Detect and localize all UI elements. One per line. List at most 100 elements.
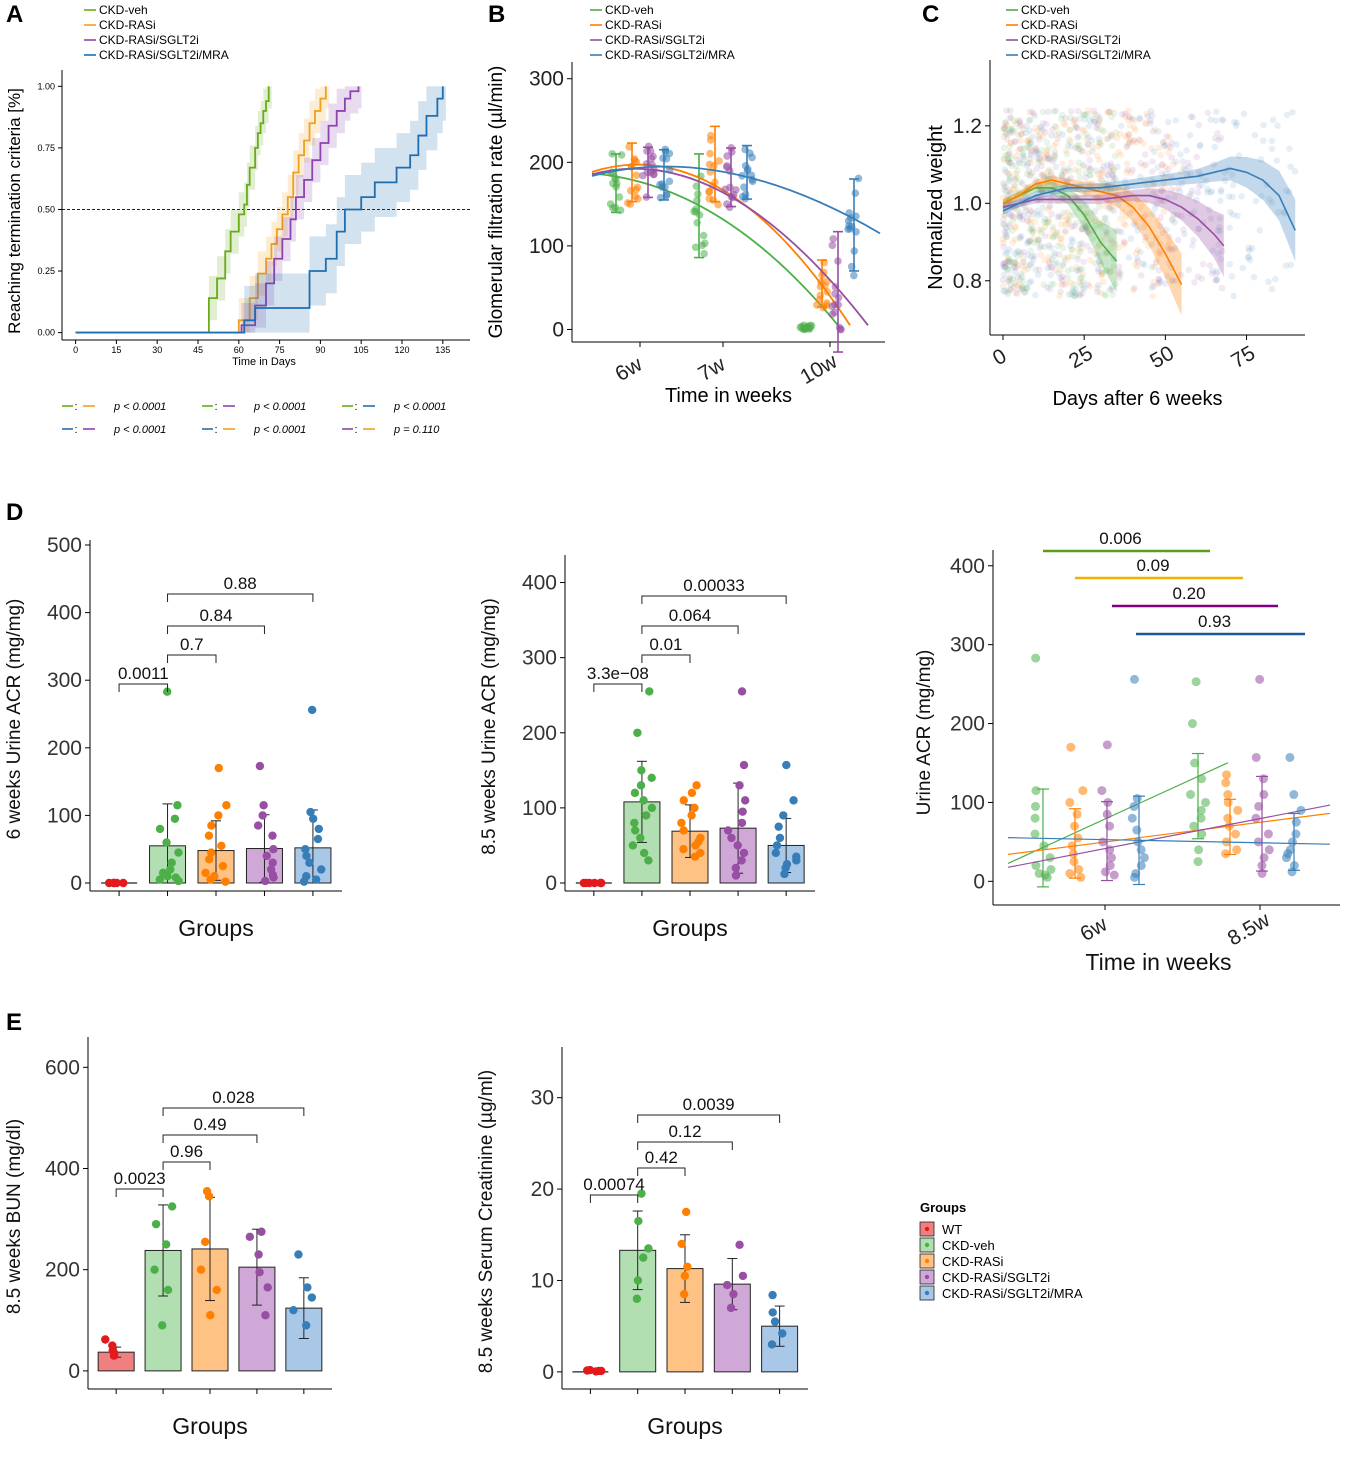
data-point-c xyxy=(1079,278,1087,286)
ci-ribbon-c xyxy=(1002,175,1182,316)
data-point-c xyxy=(1047,156,1055,164)
data-point-c xyxy=(1081,210,1088,218)
data-point-c xyxy=(1012,120,1020,127)
data-point-c xyxy=(1006,190,1014,198)
significance-label: 0.0011 xyxy=(118,664,169,683)
data-point-c xyxy=(1158,170,1166,177)
data-point-c xyxy=(1006,159,1013,167)
data-point-E2 xyxy=(778,1329,787,1338)
data-point-c xyxy=(1073,264,1081,271)
data-point-D2 xyxy=(679,796,688,805)
data-point-c xyxy=(1024,160,1032,167)
x-tick-label-c: 50 xyxy=(1146,342,1178,374)
data-point-c xyxy=(1141,151,1149,158)
data-point-c xyxy=(1211,143,1219,151)
data-point-c xyxy=(1059,131,1067,138)
data-point-c xyxy=(1007,286,1014,293)
legend-label-a: CKD-veh xyxy=(99,3,148,17)
significance-label: 0.7 xyxy=(180,635,204,654)
data-point-c xyxy=(1066,126,1073,134)
data-point-c xyxy=(1085,180,1093,187)
data-point-c xyxy=(1024,238,1032,245)
data-point-c xyxy=(1230,292,1237,300)
data-point-c xyxy=(1156,249,1163,256)
significance-label: 0.49 xyxy=(193,1115,226,1134)
data-point-c xyxy=(1011,176,1019,184)
data-point-D2 xyxy=(637,766,646,775)
y-tick-label-b: 100 xyxy=(529,235,564,258)
data-point-c xyxy=(1000,260,1008,267)
data-point-c xyxy=(1004,265,1012,273)
data-point-c xyxy=(1268,145,1276,153)
data-point-c xyxy=(1018,130,1025,138)
data-point-c xyxy=(1105,204,1113,212)
data-point-c xyxy=(1062,147,1070,154)
data-point-c xyxy=(1007,139,1015,146)
data-point-D2 xyxy=(687,811,696,820)
data-point-c xyxy=(1134,255,1141,262)
data-point-c xyxy=(1282,262,1290,269)
data-point-c xyxy=(1159,139,1167,146)
data-point-c xyxy=(1002,168,1010,176)
data-point-c xyxy=(1154,128,1162,135)
data-point-c xyxy=(1107,186,1115,194)
data-point-c xyxy=(1269,116,1277,124)
data-point-c xyxy=(1102,292,1110,300)
data-point-c xyxy=(1056,292,1063,300)
data-point-E1 xyxy=(255,1268,264,1277)
data-point-c xyxy=(1019,277,1027,285)
data-point-c xyxy=(1084,228,1092,236)
data-point-c xyxy=(1000,263,1007,271)
data-point-c xyxy=(1006,211,1013,218)
data-point-c xyxy=(1065,165,1072,172)
data-point-c xyxy=(1017,130,1025,138)
data-point-c xyxy=(1016,212,1024,220)
data-point-D2 xyxy=(645,687,654,696)
data-point-c xyxy=(1017,137,1024,144)
data-point-E1 xyxy=(204,1192,214,1201)
data-point-c xyxy=(1140,140,1147,148)
data-point-c xyxy=(1009,217,1017,224)
ci-ribbon-c xyxy=(1002,188,1224,277)
data-point-c xyxy=(1025,136,1033,144)
data-point-E1 xyxy=(212,1285,221,1295)
data-point-c xyxy=(1052,107,1060,115)
km-curve-ckd-rasi-sglt2i-mra xyxy=(75,86,444,334)
data-point-c xyxy=(1244,254,1252,261)
data-point-c xyxy=(1010,213,1018,221)
data-point-c xyxy=(1047,271,1055,279)
data-point-d3 xyxy=(1255,674,1265,684)
data-point-d3 xyxy=(1078,786,1088,796)
data-point-c xyxy=(1005,169,1012,177)
data-point-c xyxy=(1045,241,1053,249)
data-point-D2 xyxy=(644,856,653,865)
data-point-c xyxy=(1021,288,1029,296)
data-point-c xyxy=(1131,284,1138,292)
data-point-c xyxy=(1058,115,1065,123)
data-point-c xyxy=(1094,265,1102,273)
data-point-c xyxy=(1076,292,1084,300)
data-point-c xyxy=(1123,160,1131,167)
x-axis-title-d3: Time in weeks xyxy=(1085,949,1231,975)
data-point-c xyxy=(1025,117,1033,124)
data-point-c xyxy=(1049,223,1057,231)
data-point-c xyxy=(1165,149,1172,156)
data-point-c xyxy=(1091,110,1098,118)
data-point-c xyxy=(1066,211,1074,219)
data-point-c xyxy=(1084,140,1092,148)
data-point-c xyxy=(1028,147,1035,154)
data-point-b xyxy=(740,183,748,191)
data-point-D2 xyxy=(690,803,699,813)
data-point-c xyxy=(1083,223,1090,231)
significance-bracket xyxy=(162,1107,305,1116)
data-point-c xyxy=(1106,286,1113,293)
data-point-b xyxy=(647,154,656,163)
data-point-c xyxy=(1147,145,1155,152)
trend-line-c xyxy=(1002,179,1183,286)
data-point-c xyxy=(1187,113,1195,121)
data-point-d3 xyxy=(1287,867,1297,877)
data-point-c xyxy=(1121,239,1129,247)
data-point-c xyxy=(1217,255,1225,263)
data-point-c xyxy=(1129,166,1136,174)
data-point-c xyxy=(1056,266,1064,273)
